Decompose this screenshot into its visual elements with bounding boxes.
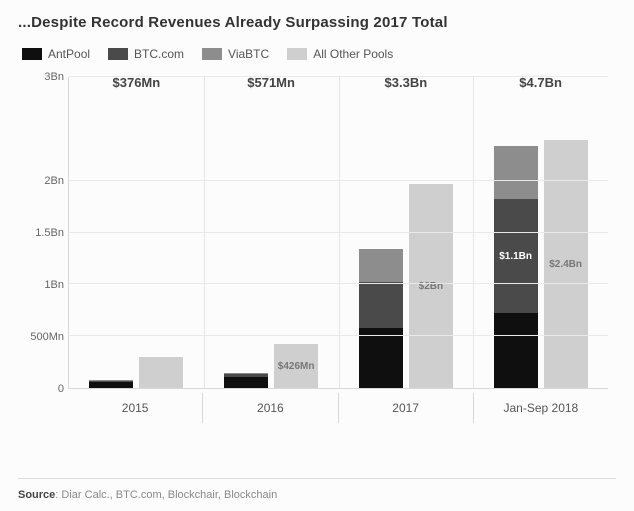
legend-item: BTC.com xyxy=(108,47,184,61)
bar-segment-antpool xyxy=(89,382,133,388)
other-bar: $2.4Bn xyxy=(544,140,588,388)
bar-segment-viabtc xyxy=(494,146,538,199)
bar-segment-antpool xyxy=(359,328,403,388)
legend-item: AntPool xyxy=(22,47,90,61)
legend-swatch xyxy=(108,48,128,60)
stacked-bar xyxy=(224,373,268,388)
chart-title: ...Despite Record Revenues Already Surpa… xyxy=(18,14,616,31)
category-divider xyxy=(473,77,474,388)
legend: AntPool BTC.com ViaBTC All Other Pools xyxy=(18,47,616,61)
chart: 0500Mn1Bn1.5Bn2Bn3Bn $376Mn$571Mn$426Mn$… xyxy=(18,73,616,423)
y-tick-label: 500Mn xyxy=(18,331,64,343)
category-column: $3.3Bn $2Bn xyxy=(339,77,474,388)
category-column: $4.7Bn $1.1Bn$2.4Bn xyxy=(473,77,608,388)
legend-swatch xyxy=(22,48,42,60)
x-tick-label: Jan-Sep 2018 xyxy=(473,393,608,423)
category-total-label: $3.3Bn xyxy=(339,75,474,90)
bar-segment-antpool xyxy=(224,377,268,388)
category-divider xyxy=(339,77,340,388)
legend-label: ViaBTC xyxy=(228,47,269,61)
bar-segment-other xyxy=(139,357,183,388)
other-bar: $2Bn xyxy=(409,184,453,388)
source-label: Source xyxy=(18,489,55,501)
bar-segment-other xyxy=(544,140,588,388)
y-tick-label: 2Bn xyxy=(18,175,64,187)
legend-label: All Other Pools xyxy=(313,47,393,61)
plot-area: $376Mn$571Mn $426Mn $3.3Bn $2Bn $4.7Bn $1.1Bn… xyxy=(68,77,608,389)
legend-item: All Other Pools xyxy=(287,47,393,61)
bar-segment-btccom xyxy=(359,282,403,328)
category-total-label: $376Mn xyxy=(69,75,204,90)
source-line: Source: Diar Calc., BTC.com, Blockchair,… xyxy=(18,478,616,501)
x-tick-label: 2015 xyxy=(68,393,202,423)
stacked-bar: $1.1Bn xyxy=(494,146,538,388)
y-tick-label: 0 xyxy=(18,383,64,395)
legend-swatch xyxy=(202,48,222,60)
stacked-bar xyxy=(89,380,133,388)
legend-item: ViaBTC xyxy=(202,47,269,61)
bar-segment-viabtc xyxy=(359,249,403,282)
legend-label: BTC.com xyxy=(134,47,184,61)
bar-segment-other xyxy=(409,184,453,388)
x-tick-label: 2016 xyxy=(202,393,337,423)
category-total-label: $571Mn xyxy=(204,75,339,90)
y-tick-label: 1.5Bn xyxy=(18,227,64,239)
bar-segment-antpool xyxy=(494,313,538,388)
category-column: $571Mn $426Mn xyxy=(204,77,339,388)
legend-swatch xyxy=(287,48,307,60)
y-tick-label: 3Bn xyxy=(18,71,64,83)
bar-segment-btccom xyxy=(494,199,538,313)
other-bar xyxy=(139,357,183,388)
category-column: $376Mn xyxy=(69,77,204,388)
bar-segment-other xyxy=(274,344,318,388)
category-divider xyxy=(204,77,205,388)
y-tick-label: 1Bn xyxy=(18,279,64,291)
legend-label: AntPool xyxy=(48,47,90,61)
category-total-label: $4.7Bn xyxy=(473,75,608,90)
x-tick-label: 2017 xyxy=(338,393,473,423)
source-text: : Diar Calc., BTC.com, Blockchair, Block… xyxy=(55,489,277,501)
other-bar: $426Mn xyxy=(274,344,318,388)
stacked-bar xyxy=(359,249,403,388)
x-axis: 201520162017Jan-Sep 2018 xyxy=(68,393,608,423)
